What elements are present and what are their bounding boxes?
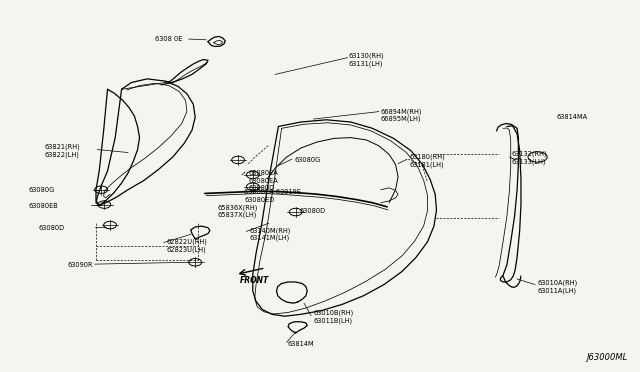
Text: 63080D: 63080D (38, 225, 65, 231)
Text: 6308 0E: 6308 0E (155, 36, 182, 42)
Text: 63010B(RH)
63011B(LH): 63010B(RH) 63011B(LH) (314, 310, 354, 324)
Text: FRONT: FRONT (240, 276, 269, 285)
Text: 63080EA
63080D: 63080EA 63080D (248, 177, 278, 191)
Text: 63132(RH)
63133(LH): 63132(RH) 63133(LH) (512, 151, 548, 165)
Text: 63821(RH)
63822(LH): 63821(RH) 63822(LH) (45, 144, 81, 158)
Text: J63000ML: J63000ML (586, 353, 627, 362)
Text: 63080G: 63080G (294, 157, 321, 163)
Text: 63080D: 63080D (300, 208, 326, 214)
Text: 63180(RH)
63181(LH): 63180(RH) 63181(LH) (410, 154, 445, 168)
Text: 63080EA 63019E
63080ED: 63080EA 63019E 63080ED (244, 189, 301, 203)
Text: 63814M: 63814M (288, 341, 315, 347)
Text: 63080EA: 63080EA (248, 170, 278, 176)
Text: 62822U(RH)
62823U(LH): 62822U(RH) 62823U(LH) (166, 238, 207, 253)
Text: 63130(RH)
63131(LH): 63130(RH) 63131(LH) (349, 52, 385, 67)
Text: 63140M(RH)
63141M(LH): 63140M(RH) 63141M(LH) (250, 227, 291, 241)
Text: 63080G: 63080G (29, 187, 55, 193)
Text: 63080EB: 63080EB (29, 203, 58, 209)
Text: 63814MA: 63814MA (557, 114, 588, 120)
Text: 63010A(RH)
63011A(LH): 63010A(RH) 63011A(LH) (538, 279, 578, 294)
Text: 65836X(RH)
65837X(LH): 65836X(RH) 65837X(LH) (218, 204, 258, 218)
Text: 63090R: 63090R (67, 262, 93, 268)
Text: 66894M(RH)
66895M(LH): 66894M(RH) 66895M(LH) (381, 108, 422, 122)
